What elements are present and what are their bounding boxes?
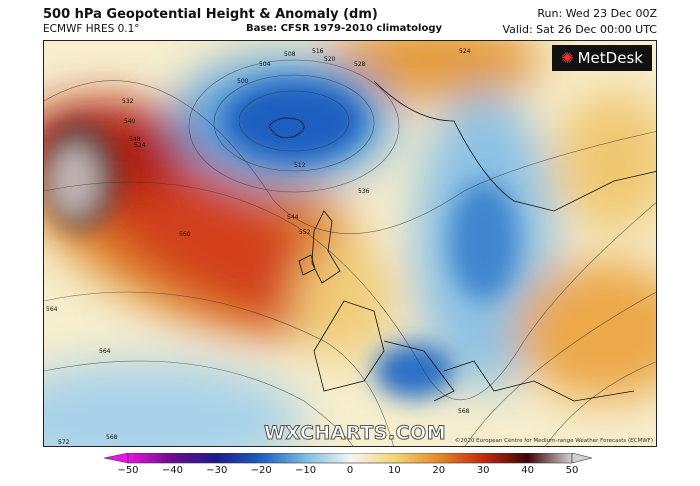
contour-label: 560	[179, 231, 191, 238]
run-time: Run: Wed 23 Dec 00Z	[537, 7, 657, 20]
colorbar-gradient	[127, 453, 573, 464]
contour-label: 532	[122, 98, 134, 105]
contour-label: 568	[458, 408, 470, 415]
contour-label: 512	[294, 162, 306, 169]
copyright-notice: ©2020 European Centre for Medium-range W…	[454, 438, 653, 444]
colorbar-tick-label: −30	[206, 465, 228, 476]
colorbar-tick-label: −20	[250, 465, 272, 476]
contour-label: 564	[99, 348, 111, 355]
contour-label: 524	[134, 142, 146, 149]
contour-label: 524	[459, 48, 471, 55]
contour-label: 520	[324, 56, 336, 63]
colorbar-tick-label: −10	[295, 465, 317, 476]
contour-label: 516	[312, 48, 324, 55]
valid-time: Valid: Sat 26 Dec 00:00 UTC	[502, 23, 657, 36]
colorbar-tick-label: −50	[117, 465, 139, 476]
colorbar-tick-label: 20	[432, 465, 446, 476]
anomaly-map: 500 504 508 512 516 520 524 528 532 536 …	[43, 40, 657, 447]
colorbar	[104, 453, 593, 464]
contour-label: 544	[287, 214, 299, 221]
logo-text: MetDesk	[577, 49, 643, 67]
contour-label: 528	[354, 61, 366, 68]
contour-label: 564	[46, 306, 58, 313]
contour-label: 572	[58, 439, 70, 446]
model-label: ECMWF HRES 0.1°	[43, 23, 140, 35]
contour-label: 568	[106, 434, 118, 441]
watermark: WXCHARTS.COM	[263, 422, 447, 445]
contour-label: 548	[129, 136, 141, 143]
logo-icon: ✺	[561, 49, 574, 67]
colorbar-max-arrow	[571, 453, 593, 464]
colorbar-tick-label: 40	[521, 465, 534, 476]
climatology-base: Base: CFSR 1979-2010 climatology	[246, 23, 443, 34]
contour-label: 540	[124, 118, 136, 125]
contour-label: 552	[299, 229, 311, 236]
coastlines	[268, 80, 656, 402]
contour-label: 504	[259, 61, 271, 68]
colorbar-tick-label: −40	[161, 465, 183, 476]
metdesk-logo: ✺ MetDesk	[552, 45, 652, 71]
colorbar-tick-label: 50	[565, 465, 579, 476]
contour-label: 536	[358, 188, 370, 195]
colorbar-tick-label: 30	[476, 465, 490, 476]
chart-title: 500 hPa Geopotential Height & Anomaly (d…	[43, 7, 378, 22]
contour-label: 508	[284, 51, 296, 58]
map-field: 500 504 508 512 516 520 524 528 532 536 …	[44, 41, 656, 446]
contour-label: 500	[237, 78, 249, 85]
colorbar-tick-label: 0	[346, 465, 354, 476]
colorbar-tick-label: 10	[388, 465, 401, 476]
colorbar-min-arrow	[104, 453, 129, 464]
contour-labels: 500 504 508 512 516 520 524 528 532 536 …	[46, 48, 471, 446]
